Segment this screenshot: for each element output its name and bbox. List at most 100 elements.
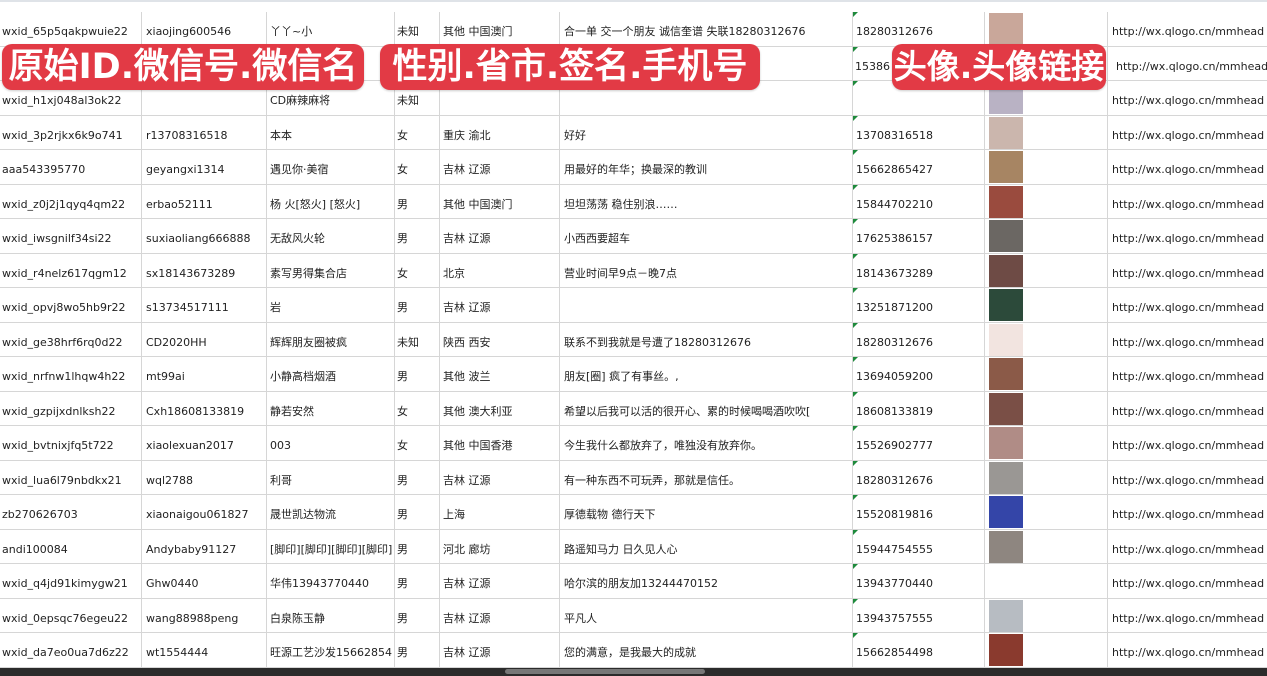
cell-original-id[interactable]: wxid_3p2rjkx6k9o741 (0, 115, 142, 149)
cell-original-id[interactable]: wxid_0epsqc76egeu22 (0, 598, 142, 632)
cell-phone[interactable]: 18280312676 (853, 460, 985, 494)
cell-original-id[interactable]: wxid_gzpijxdnlksh22 (0, 391, 142, 425)
cell-original-id[interactable]: wxid_lua6l79nbdkx21 (0, 460, 142, 494)
cell-original-id[interactable]: wxid_65p5qakpwuie22 (0, 12, 142, 46)
cell-gender[interactable]: 男 (395, 529, 440, 563)
cell-avatar[interactable] (985, 529, 1108, 563)
cell-region[interactable]: 吉林 辽源 (440, 219, 560, 253)
cell-avatar[interactable] (985, 564, 1108, 598)
cell-wechat-name[interactable]: 003 (267, 426, 395, 460)
cell-wechat-id[interactable]: Andybaby91127 (142, 529, 267, 563)
cell-gender[interactable]: 女 (395, 253, 440, 287)
cell-phone[interactable]: 13694059200 (853, 357, 985, 391)
cell-phone[interactable]: 15944754555 (853, 529, 985, 563)
cell-signature[interactable]: 哈尔滨的朋友加13244470152 (560, 564, 853, 598)
cell-avatar-url[interactable]: http://wx.qlogo.cn/mmhead (1112, 542, 1265, 556)
cell-region[interactable]: 其他 澳大利亚 (440, 391, 560, 425)
cell-phone[interactable]: 15662865427 (853, 150, 985, 184)
cell-phone[interactable]: 15662854498 (853, 633, 985, 667)
cell-original-id[interactable]: wxid_z0j2j1qyq4qm22 (0, 184, 142, 218)
cell-region[interactable] (440, 81, 560, 115)
cell-region[interactable]: 吉林 辽源 (440, 633, 560, 667)
cell-gender[interactable]: 男 (395, 598, 440, 632)
cell-gender[interactable]: 男 (395, 633, 440, 667)
cell-avatar[interactable] (985, 426, 1108, 460)
scrollbar-thumb[interactable] (505, 669, 705, 674)
cell-region[interactable]: 上海 (440, 495, 560, 529)
cell-wechat-name[interactable]: 丫丫~小 (267, 12, 395, 46)
cell-signature[interactable]: 坦坦荡荡 稳住别浪…… (560, 184, 853, 218)
cell-wechat-id[interactable]: r13708316518 (142, 115, 267, 149)
cell-wechat-name[interactable]: [脚印][脚印][脚印][脚印] (267, 529, 395, 563)
cell-gender[interactable]: 男 (395, 495, 440, 529)
cell-avatar[interactable] (985, 115, 1108, 149)
cell-region[interactable]: 其他 中国澳门 (440, 184, 560, 218)
cell-original-id[interactable]: wxid_nrfnw1lhqw4h22 (0, 357, 142, 391)
cell-region[interactable]: 吉林 辽源 (440, 564, 560, 598)
cell-avatar-url[interactable]: http://wx.qlogo.cn/mmhead (1112, 611, 1265, 625)
cell-avatar-url[interactable]: http://wx.qlogo.cn/mmhead (1112, 25, 1265, 38)
cell-gender[interactable]: 男 (395, 219, 440, 253)
cell-avatar-url[interactable]: http://wx.qlogo.cn/mmhead (1112, 577, 1265, 590)
cell-avatar[interactable] (985, 391, 1108, 425)
cell-phone[interactable]: 18280312676 (853, 12, 985, 46)
cell-avatar[interactable] (985, 460, 1108, 494)
cell-gender[interactable]: 女 (395, 391, 440, 425)
cell-wechat-name[interactable]: 华伟13943770440 (267, 564, 395, 598)
cell-gender[interactable]: 女 (395, 115, 440, 149)
cell-wechat-id[interactable] (142, 81, 267, 115)
cell-wechat-name[interactable]: 利哥 (267, 460, 395, 494)
cell-gender[interactable]: 女 (395, 426, 440, 460)
cell-avatar-url[interactable]: http://wx.qlogo.cn/mmhead (1112, 646, 1265, 659)
cell-wechat-id[interactable]: wang88988peng (142, 598, 267, 632)
cell-original-id[interactable]: wxid_da7eo0ua7d6z22 (0, 633, 142, 667)
cell-wechat-id[interactable]: suxiaoliang666888 (142, 219, 267, 253)
cell-original-id[interactable]: wxid_h1xj048al3ok22 (0, 81, 142, 115)
cell-avatar[interactable] (985, 184, 1108, 218)
cell-signature[interactable]: 联系不到我就是号遭了18280312676 (560, 322, 853, 356)
cell-avatar-url[interactable]: http://wx.qlogo.cn/mmhead (1112, 163, 1265, 176)
cell-original-id[interactable]: andi100084 (0, 529, 142, 563)
cell-phone[interactable]: 18143673289 (853, 253, 985, 287)
cell-phone[interactable]: 18608133819 (853, 391, 985, 425)
cell-region[interactable]: 吉林 辽源 (440, 150, 560, 184)
cell-region[interactable]: 河北 廊坊 (440, 529, 560, 563)
cell-avatar-url[interactable]: http://wx.qlogo.cn/mmhead (1112, 335, 1265, 349)
cell-avatar[interactable] (985, 253, 1108, 287)
cell-wechat-name[interactable]: CD麻辣麻将 (267, 81, 395, 115)
cell-original-id[interactable]: wxid_opvj8wo5hb9r22 (0, 288, 142, 322)
cell-wechat-id[interactable]: Cxh18608133819 (142, 391, 267, 425)
cell-wechat-name[interactable]: 素写男得集合店 (267, 253, 395, 287)
cell-signature[interactable]: 您的满意，是我最大的成就 (560, 633, 853, 667)
cell-phone[interactable]: 13943770440 (853, 564, 985, 598)
cell-wechat-name[interactable]: 晟世凯达物流 (267, 495, 395, 529)
cell-phone[interactable]: 13943757555 (853, 598, 985, 632)
cell-avatar-url[interactable]: http://wx.qlogo.cn/mmhead (1112, 439, 1265, 452)
cell-wechat-name[interactable]: 白泉陈玉静 (267, 598, 395, 632)
cell-original-id[interactable]: aaa543395770 (0, 150, 142, 184)
cell-avatar[interactable] (985, 598, 1108, 632)
cell-gender[interactable]: 男 (395, 184, 440, 218)
cell-original-id[interactable]: wxid_bvtnixjfq5t722 (0, 426, 142, 460)
cell-signature[interactable] (560, 288, 853, 322)
cell-wechat-name[interactable]: 小静高档烟酒 (267, 357, 395, 391)
cell-wechat-name[interactable]: 旺源工艺沙发15662854 (267, 633, 395, 667)
cell-phone[interactable]: 15844702210 (853, 184, 985, 218)
cell-wechat-name[interactable]: 岩 (267, 288, 395, 322)
cell-avatar-url[interactable]: http://wx.qlogo.cn/mmhead (1112, 301, 1265, 314)
cell-signature[interactable]: 平凡人 (560, 598, 853, 632)
cell-signature[interactable]: 营业时间早9点－晚7点 (560, 253, 853, 287)
cell-avatar[interactable] (985, 357, 1108, 391)
cell-signature[interactable]: 路遥知马力 日久见人心 (560, 529, 853, 563)
cell-signature[interactable]: 厚德载物 德行天下 (560, 495, 853, 529)
cell-avatar[interactable] (985, 150, 1108, 184)
cell-region[interactable]: 重庆 渝北 (440, 115, 560, 149)
cell-region[interactable]: 北京 (440, 253, 560, 287)
cell-avatar-url[interactable]: http://wx.qlogo.cn/mmhead (1112, 266, 1265, 280)
cell-phone[interactable]: 13251871200 (853, 288, 985, 322)
cell-wechat-id[interactable]: s13734517111 (142, 288, 267, 322)
cell-avatar-url[interactable]: http://wx.qlogo.cn/mmhead (1112, 232, 1265, 245)
cell-gender[interactable]: 男 (395, 357, 440, 391)
cell-avatar[interactable] (985, 322, 1108, 356)
cell-avatar[interactable] (985, 288, 1108, 322)
